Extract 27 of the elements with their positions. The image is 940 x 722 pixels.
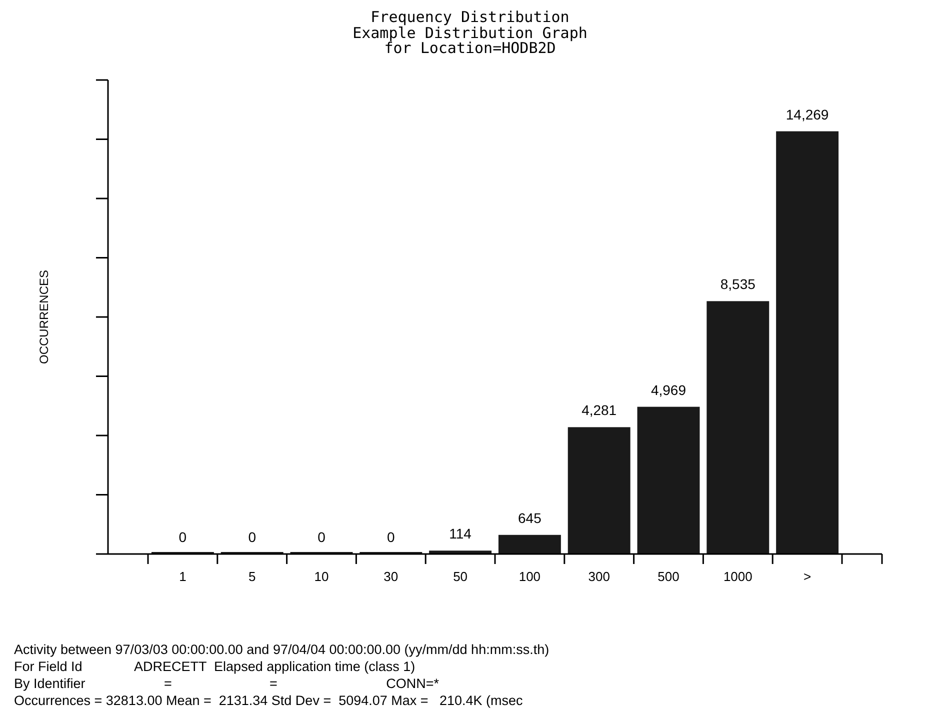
- y-axis-title: OCCURRENCES: [37, 270, 51, 364]
- chart-subtitle: Example Distribution Graph for Location=HODB2D: [352, 24, 588, 57]
- data-label: 645: [518, 510, 542, 526]
- data-label: 0: [248, 529, 256, 545]
- data-label: 4,969: [650, 382, 686, 398]
- x-tick-label: 100: [518, 569, 541, 584]
- data-label: 14,269: [786, 106, 829, 122]
- x-tick-label: 500: [658, 569, 680, 584]
- x-tick-label: 10: [314, 569, 329, 584]
- data-label: 0: [318, 529, 326, 545]
- text: For Field Id ADRECETT Elapsed application time (class 1): [14, 659, 416, 674]
- text: Activity between 97/03/03 00:00:00.00 and 97/04/04 00:00:00.00 (yy/mm/dd hh:mm:ss.th): [14, 642, 550, 657]
- data-label: 8,535: [720, 276, 756, 292]
- text: Occurrences = 32813.00 Mean = 2131.34 Std Dev = 5094.07 Max = 210.4K (msec: [14, 693, 524, 708]
- data-label: 0: [387, 529, 395, 545]
- x-tick-label: 1000: [723, 569, 752, 584]
- x-tick-label: 5: [248, 569, 256, 584]
- x-tick-label: >: [804, 569, 812, 584]
- text: By Identifier = = CONN=*: [14, 676, 440, 691]
- x-tick-label: 50: [453, 569, 468, 584]
- data-label: 0: [178, 529, 187, 545]
- x-tick-label: 1: [179, 569, 186, 584]
- chart-title: Frequency Distribution: [370, 8, 570, 26]
- data-label: 114: [449, 526, 472, 542]
- data-label: 4,281: [582, 402, 617, 418]
- x-tick-label: 300: [588, 569, 610, 584]
- x-tick-label: 30: [384, 569, 398, 584]
